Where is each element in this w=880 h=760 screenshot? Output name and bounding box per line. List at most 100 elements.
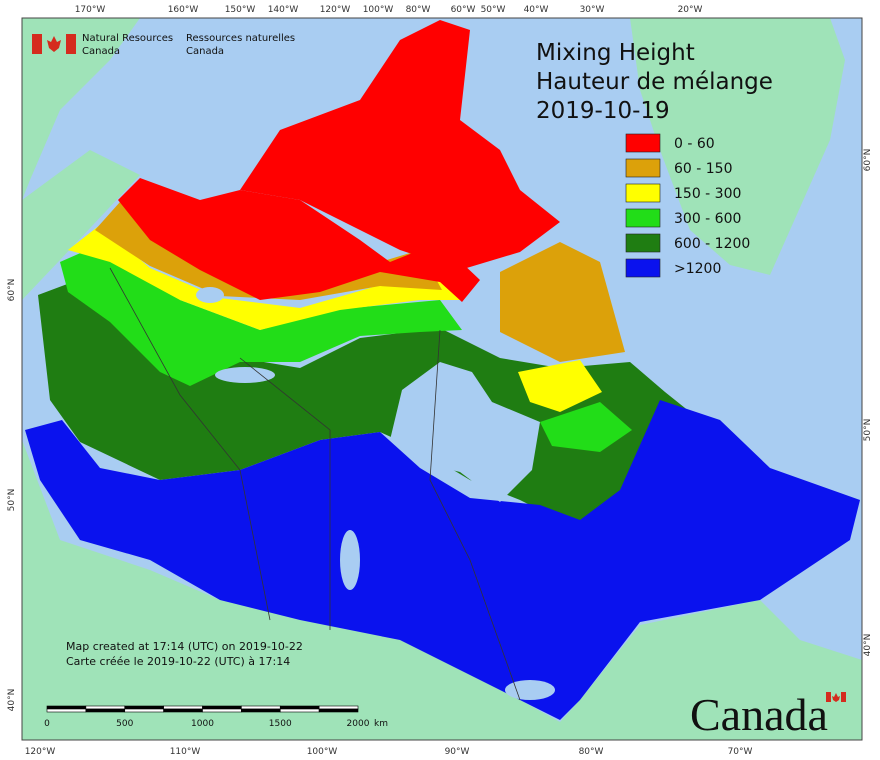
flag-bar bbox=[841, 692, 846, 702]
graticule-labels: 170°W 160°W 150°W 140°W 120°W 100°W 80°W 60°W 50… bbox=[7, 5, 873, 757]
scale-label: 1000 bbox=[191, 719, 214, 729]
longitude-label: 60°W bbox=[451, 5, 476, 15]
scale-segment bbox=[46, 708, 87, 713]
zone bbox=[25, 400, 860, 720]
scale-segment bbox=[279, 705, 320, 710]
lake bbox=[215, 367, 275, 383]
longitude-label: 150°W bbox=[225, 5, 256, 15]
scale-segment bbox=[279, 708, 320, 713]
zone bbox=[38, 268, 700, 545]
province-border bbox=[429, 329, 521, 701]
latitude-label: 50°N bbox=[863, 419, 873, 442]
longitude-label: 110°W bbox=[170, 747, 201, 757]
legend-swatch bbox=[625, 158, 661, 178]
latitude-label: 40°N bbox=[863, 634, 873, 657]
province-border bbox=[109, 267, 271, 621]
legend: 0 - 60 60 - 150 150 - 300 300 - 600 600 - 12… bbox=[625, 133, 750, 278]
zone bbox=[518, 360, 602, 412]
map-border bbox=[21, 17, 863, 741]
longitude-label: 80°W bbox=[579, 747, 604, 757]
zone bbox=[500, 242, 625, 362]
legend-label: 150 - 300 bbox=[674, 186, 741, 202]
flag-bar bbox=[66, 34, 76, 54]
scale-segment bbox=[241, 705, 281, 710]
agency-fr: Canada bbox=[186, 46, 224, 57]
longitude-label: 100°W bbox=[363, 5, 394, 15]
title: Mixing Height bbox=[536, 40, 695, 66]
wordmark-text: Canada bbox=[690, 689, 828, 740]
flag-leaf bbox=[832, 693, 840, 702]
zone bbox=[60, 240, 462, 386]
zone bbox=[240, 20, 560, 270]
scale-segment bbox=[318, 705, 359, 710]
longitude-label: 50°W bbox=[481, 5, 506, 15]
title: Hauteur de mélange bbox=[536, 69, 773, 95]
scale-segment bbox=[163, 705, 203, 710]
latitude-label: 50°N bbox=[7, 489, 17, 512]
longitude-label: 100°W bbox=[307, 747, 338, 757]
scale-label: 0 bbox=[44, 719, 50, 729]
scale-segment bbox=[85, 708, 126, 713]
scale-segment bbox=[46, 705, 87, 710]
agency-fr: Ressources naturelles bbox=[186, 33, 295, 44]
longitude-label: 170°W bbox=[75, 5, 106, 15]
agency-logo bbox=[32, 34, 76, 54]
province-border bbox=[239, 357, 331, 630]
latitude-label: 60°N bbox=[7, 279, 17, 302]
legend-swatch bbox=[625, 133, 661, 153]
hudson-bay bbox=[390, 362, 540, 502]
scale-label: 2000 bbox=[347, 719, 370, 729]
scale-segment bbox=[318, 708, 359, 713]
latitude-label: 40°N bbox=[7, 689, 17, 712]
legend-swatch bbox=[625, 233, 661, 253]
longitude-label: 160°W bbox=[168, 5, 199, 15]
longitude-label: 30°W bbox=[580, 5, 605, 15]
scale-segment bbox=[163, 708, 203, 713]
scale-segment bbox=[202, 708, 242, 713]
legend-label: >1200 bbox=[674, 261, 721, 277]
agency-en: Canada bbox=[82, 46, 120, 57]
longitude-label: 120°W bbox=[25, 747, 56, 757]
usa bbox=[22, 440, 862, 740]
longitude-label: 40°W bbox=[524, 5, 549, 15]
legend-swatch bbox=[625, 183, 661, 203]
legend-label: 0 - 60 bbox=[674, 136, 715, 152]
legend-label: 60 - 150 bbox=[674, 161, 733, 177]
zone bbox=[118, 178, 480, 302]
scale-segment bbox=[85, 705, 126, 710]
scale-bar: 0 500 1000 1500 2000 km bbox=[44, 705, 388, 729]
latitude-label: 60°N bbox=[863, 149, 873, 172]
longitude-label: 20°W bbox=[678, 5, 703, 15]
scale-segment bbox=[124, 705, 164, 710]
credit: Carte créée le 2019-10-22 (UTC) à 17:14 bbox=[66, 655, 290, 668]
lake bbox=[196, 287, 224, 303]
legend-label: 300 - 600 bbox=[674, 211, 741, 227]
scale-segment bbox=[241, 708, 281, 713]
flag-bar bbox=[826, 692, 831, 702]
zone bbox=[68, 225, 460, 330]
lake bbox=[340, 530, 360, 590]
pacific-coast bbox=[22, 150, 140, 300]
lake bbox=[505, 680, 555, 700]
longitude-label: 80°W bbox=[406, 5, 431, 15]
longitude-label: 120°W bbox=[320, 5, 351, 15]
legend-label: 600 - 1200 bbox=[674, 236, 750, 252]
greenland bbox=[630, 18, 845, 275]
longitude-label: 140°W bbox=[268, 5, 299, 15]
longitude-label: 90°W bbox=[445, 747, 470, 757]
scale-segment bbox=[202, 705, 242, 710]
flag-leaf bbox=[47, 36, 61, 52]
scale-unit: km bbox=[374, 719, 388, 729]
longitude-label: 70°W bbox=[728, 747, 753, 757]
legend-swatch bbox=[625, 258, 661, 278]
credit: Map created at 17:14 (UTC) on 2019-10-22 bbox=[66, 640, 303, 653]
legend-swatch bbox=[625, 208, 661, 228]
wordmark: Canada bbox=[690, 689, 846, 740]
alaska bbox=[22, 18, 140, 200]
scale-label: 500 bbox=[116, 719, 133, 729]
flag-bar bbox=[32, 34, 42, 54]
scale-segment bbox=[124, 708, 164, 713]
scale-label: 1500 bbox=[269, 719, 292, 729]
zone bbox=[540, 402, 632, 452]
